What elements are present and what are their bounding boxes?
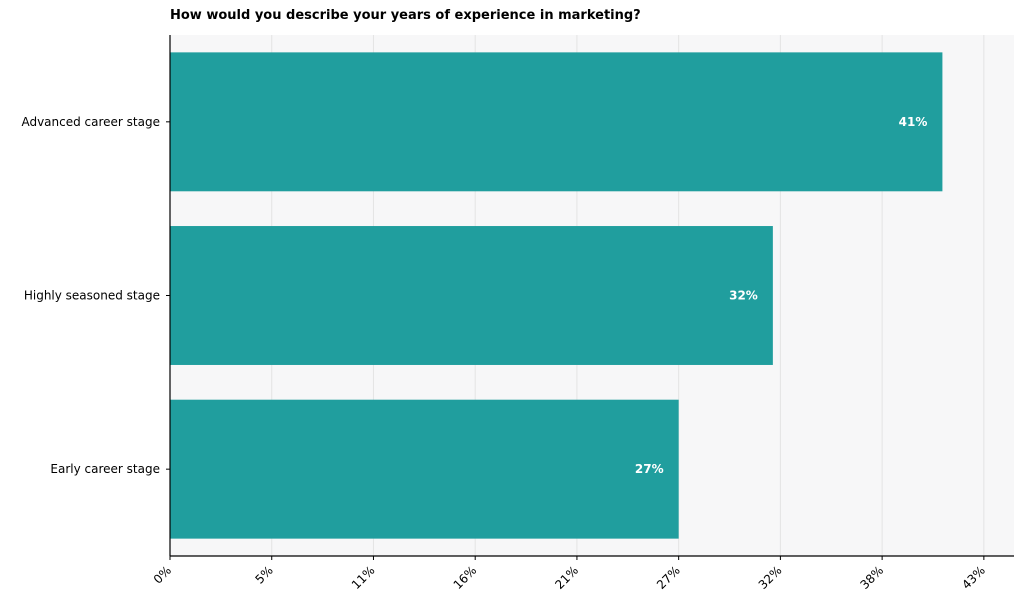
y-tick-label: Early career stage xyxy=(50,462,160,476)
bar-value-label: 27% xyxy=(635,462,664,476)
bar-value-label: 41% xyxy=(899,115,928,129)
x-tick-label: 27% xyxy=(654,563,683,592)
x-tick-label: 0% xyxy=(151,563,174,586)
bar xyxy=(170,226,773,365)
bar xyxy=(170,399,679,539)
y-tick-label: Highly seasoned stage xyxy=(24,289,160,303)
bar xyxy=(170,52,943,192)
x-tick-label: 11% xyxy=(349,563,378,592)
y-tick-label: Advanced career stage xyxy=(21,115,160,129)
x-tick-label: 38% xyxy=(857,563,886,592)
x-tick-label: 43% xyxy=(959,563,988,592)
chart-title: How would you describe your years of exp… xyxy=(170,8,641,23)
x-tick-label: 32% xyxy=(756,563,785,592)
x-tick-label: 21% xyxy=(552,563,581,592)
bar-value-label: 32% xyxy=(729,289,758,303)
x-tick-label: 16% xyxy=(451,563,480,592)
x-tick-label: 5% xyxy=(252,563,275,586)
